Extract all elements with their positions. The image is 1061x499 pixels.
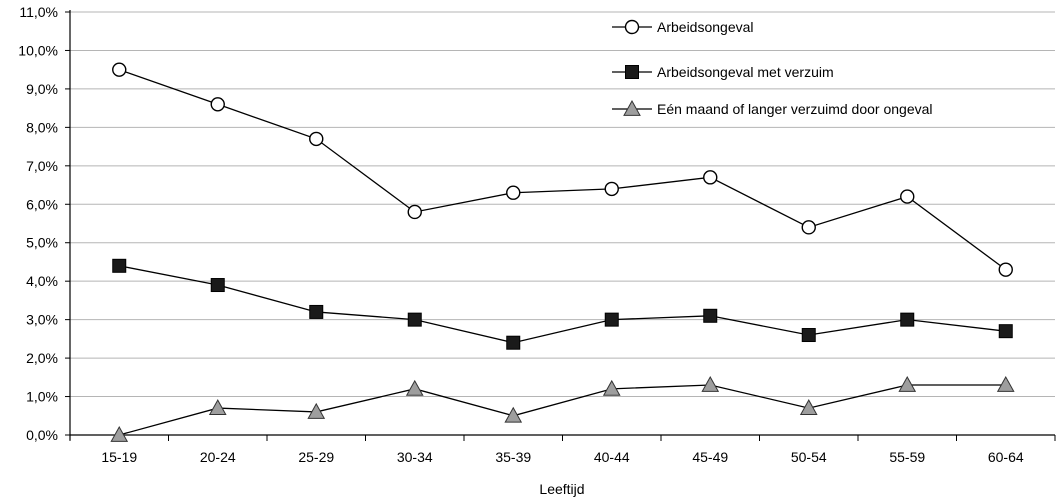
y-tick-label: 4,0% xyxy=(26,273,58,289)
x-tick-label: 40-44 xyxy=(594,449,630,465)
y-tick-label: 0,0% xyxy=(26,427,58,443)
data-point xyxy=(801,328,816,343)
data-point xyxy=(405,379,424,396)
data-point xyxy=(504,406,523,423)
data-point xyxy=(407,204,422,220)
y-tick-label: 6,0% xyxy=(26,196,58,212)
axes xyxy=(65,10,1056,441)
data-point xyxy=(309,304,324,319)
legend-item: Eén maand of langer verzuimd door ongeva… xyxy=(612,99,933,117)
series-line xyxy=(119,384,1006,436)
data-point xyxy=(210,278,225,293)
series-line xyxy=(119,265,1006,344)
data-point xyxy=(898,375,917,392)
series-2 xyxy=(112,258,1013,350)
data-point xyxy=(604,312,619,327)
data-point xyxy=(602,379,621,396)
x-tick-label: 35-39 xyxy=(495,449,531,465)
data-point xyxy=(307,402,326,419)
y-tick-label: 8,0% xyxy=(26,119,58,135)
data-point xyxy=(801,220,816,235)
legend: Arbeidsongeval Arbeidsongeval met verzuim… xyxy=(612,19,933,117)
data-point xyxy=(210,97,225,112)
legend-label: Arbeidsongeval xyxy=(657,19,754,35)
series-1 xyxy=(112,62,1013,277)
x-tick-label: 15-19 xyxy=(101,449,137,465)
y-tick-label: 7,0% xyxy=(26,158,58,174)
gridlines xyxy=(70,11,1055,398)
data-point xyxy=(604,181,619,197)
data-point xyxy=(703,170,718,185)
y-tick-label: 10,0% xyxy=(18,42,58,58)
data-point xyxy=(309,131,324,147)
legend-marker xyxy=(623,99,641,116)
x-tick-label: 25-29 xyxy=(298,449,334,465)
x-tick-label: 30-34 xyxy=(397,449,433,465)
data-point xyxy=(112,258,127,273)
data-point xyxy=(112,62,127,77)
x-tick-label: 50-54 xyxy=(791,449,827,465)
data-point xyxy=(703,308,718,323)
data-point xyxy=(998,324,1013,339)
tick-labels: 0,0% 1,0% 2,0% 3,0% 4,0% 5,0% 6,0% 7,0% 8,0% 9,0%… xyxy=(18,4,1024,465)
y-tick-label: 11,0% xyxy=(19,4,58,20)
y-tick-label: 1,0% xyxy=(26,389,58,405)
legend-marker xyxy=(624,19,640,35)
series-layer xyxy=(110,62,1015,442)
data-point xyxy=(900,312,915,327)
legend-label: Eén maand of langer verzuimd door ongeva… xyxy=(657,101,933,117)
data-point xyxy=(996,375,1015,392)
x-tick-label: 60-64 xyxy=(988,449,1024,465)
data-point xyxy=(701,375,720,392)
x-tick-label: 20-24 xyxy=(200,449,236,465)
data-point xyxy=(407,312,422,327)
x-tick-label: 55-59 xyxy=(889,449,925,465)
legend-marker xyxy=(625,65,639,79)
data-point xyxy=(998,262,1013,277)
legend-label: Arbeidsongeval met verzuim xyxy=(657,64,834,80)
legend-item: Arbeidsongeval met verzuim xyxy=(612,64,834,80)
legend-item: Arbeidsongeval xyxy=(612,19,754,35)
data-point xyxy=(110,425,129,442)
data-point xyxy=(799,399,818,415)
data-point xyxy=(506,335,521,350)
y-tick-label: 5,0% xyxy=(26,235,58,251)
y-tick-label: 3,0% xyxy=(26,312,58,328)
series-line xyxy=(119,69,1007,271)
y-tick-label: 2,0% xyxy=(26,350,58,366)
data-point xyxy=(208,399,227,415)
series-3 xyxy=(110,375,1015,442)
x-axis-title: Leeftijd xyxy=(539,481,584,497)
y-tick-label: 9,0% xyxy=(26,81,58,97)
data-point xyxy=(900,189,915,204)
x-tick-label: 45-49 xyxy=(692,449,728,465)
data-point xyxy=(506,185,521,200)
